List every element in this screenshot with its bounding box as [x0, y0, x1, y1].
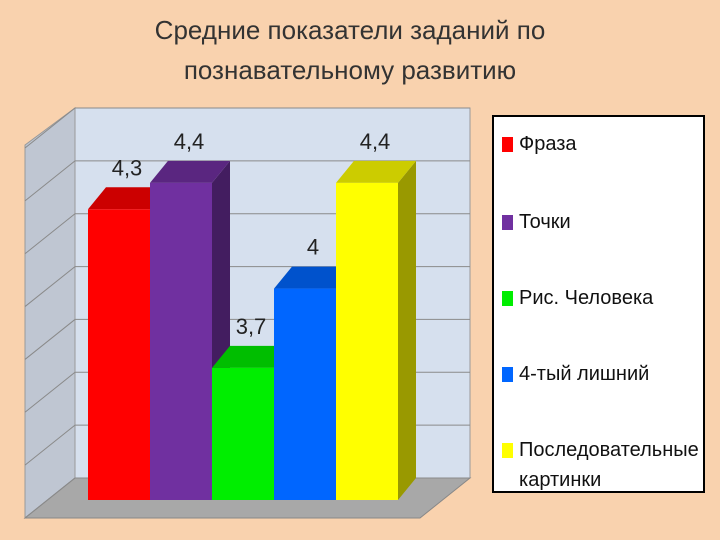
- bar-top: [274, 266, 354, 289]
- legend-label: 4-тый лишний: [519, 363, 650, 385]
- value-label: 4: [307, 235, 319, 260]
- bar: [274, 288, 336, 500]
- legend-swatch: [502, 215, 513, 230]
- legend-item: Точки: [502, 207, 700, 237]
- bar-top: [88, 187, 168, 210]
- bar-top: [212, 345, 292, 368]
- side-wall: [24, 107, 76, 520]
- legend-item: Фраза: [502, 129, 700, 159]
- legend-item: 4-тый лишний: [502, 359, 700, 389]
- legend-swatch: [502, 443, 513, 458]
- value-label: 4,3: [112, 155, 143, 180]
- bar: [88, 209, 150, 501]
- legend-label: Рис. Человека: [519, 287, 654, 309]
- legend-swatch: [502, 291, 513, 306]
- legend-label: Точки: [519, 211, 571, 233]
- legend: Фраза Точки Рис. Человека 4-тый лишний После…: [492, 115, 705, 493]
- grid-line: [24, 160, 470, 202]
- legend-label: Фраза: [519, 133, 577, 155]
- bar-side: [398, 160, 416, 500]
- legend-item: Последовательные картинки: [502, 435, 700, 495]
- value-label: 4,4: [174, 129, 205, 154]
- legend-swatch: [502, 367, 513, 382]
- bar-top: [336, 160, 416, 183]
- bar-group: 4,4: [336, 129, 416, 500]
- bar: [336, 182, 398, 500]
- bar: [212, 367, 274, 500]
- legend-swatch: [502, 137, 513, 152]
- legend-label: Последовательные картинки: [519, 439, 699, 491]
- value-label: 3,7: [236, 314, 267, 339]
- chart-title: Средние показатели заданий по познавател…: [154, 15, 546, 85]
- grid-line: [24, 107, 470, 149]
- bar-top: [150, 160, 230, 183]
- bar: [150, 182, 212, 500]
- legend-item: Рис. Человека: [502, 283, 700, 313]
- value-label: 4,4: [360, 129, 391, 154]
